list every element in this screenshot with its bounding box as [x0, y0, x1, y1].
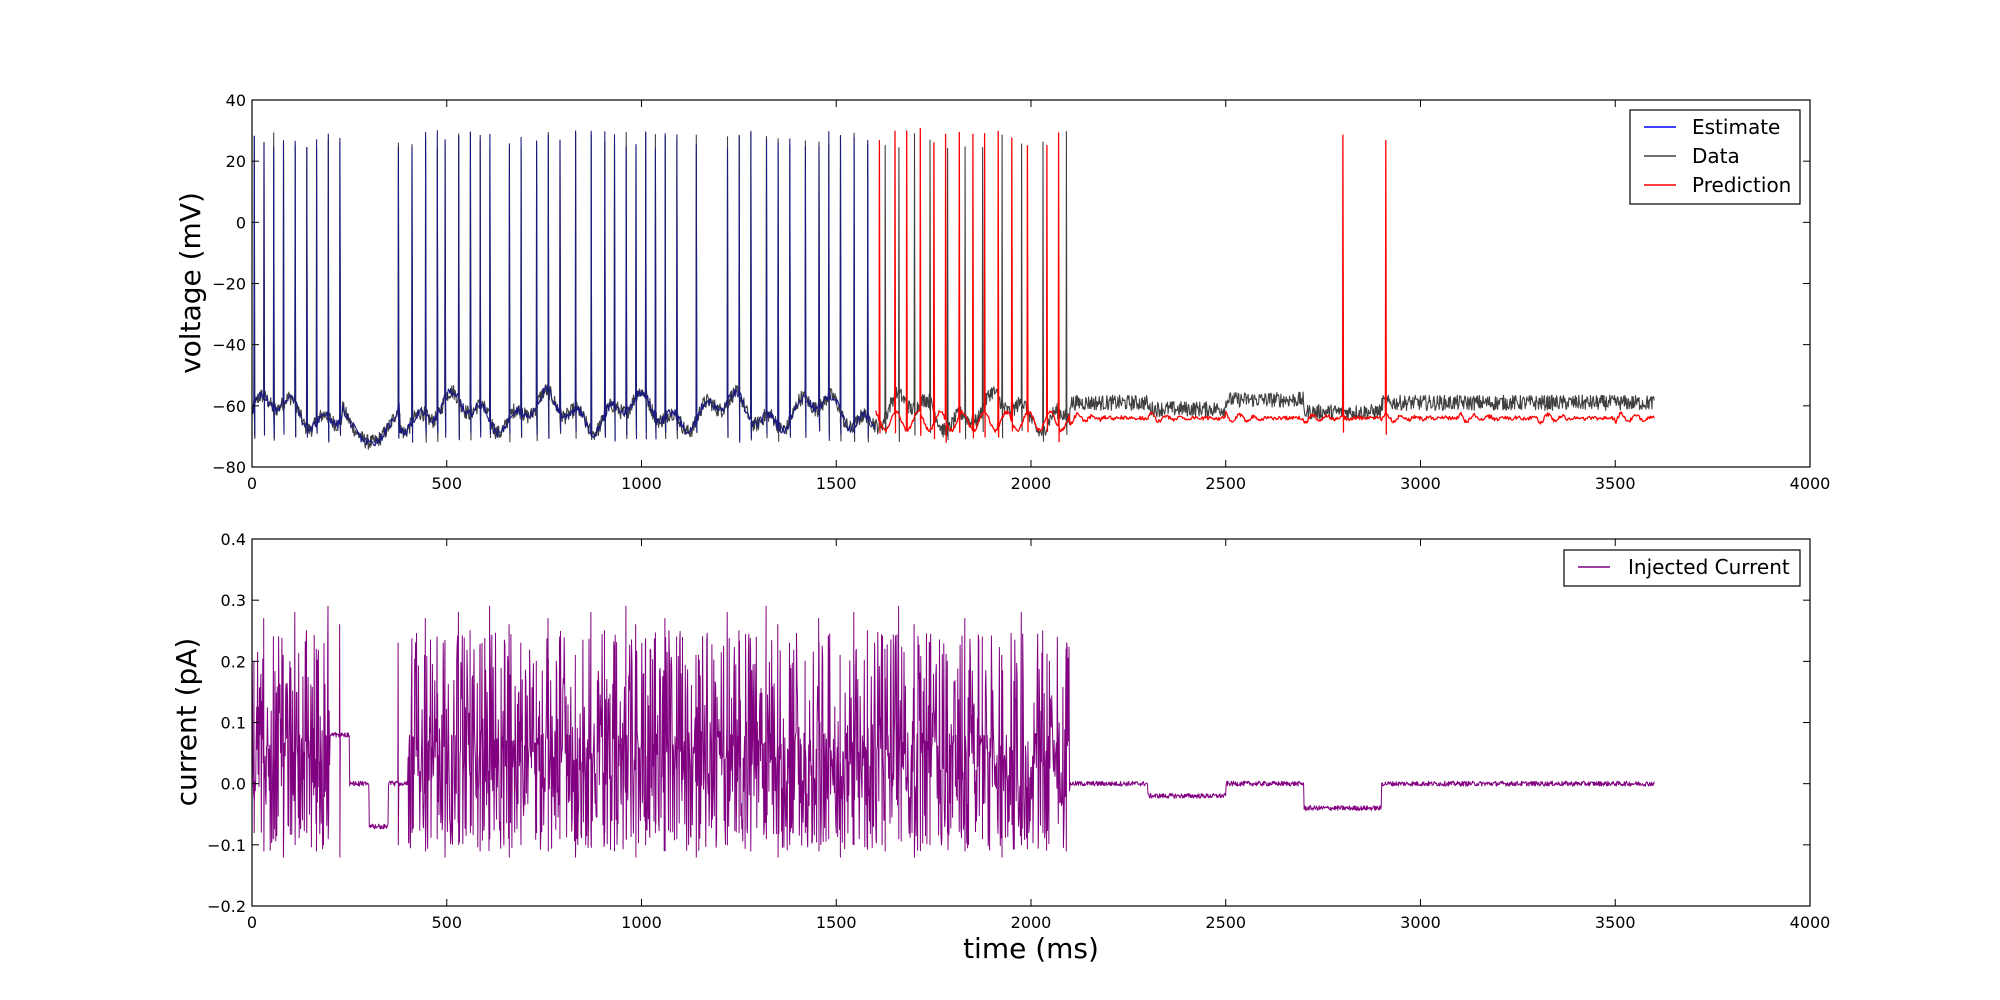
x-tick-label: 2500 [1205, 474, 1246, 493]
y-tick-label: 0.1 [221, 714, 246, 733]
current-legend-box [1563, 549, 1801, 587]
voltage-legend-box [1629, 109, 1801, 205]
legend-injected-current-label: Injected Current [1628, 555, 1790, 579]
voltage-ylabel: voltage (mV) [174, 192, 207, 374]
legend-prediction-label: Prediction [1692, 173, 1791, 197]
y-tick-label: −80 [212, 458, 246, 477]
x-tick-label: 0 [247, 474, 257, 493]
current-series-group [251, 605, 1655, 858]
current-ylabel: current (pA) [170, 638, 203, 807]
x-tick-label: 2000 [1011, 913, 1052, 932]
y-tick-label: 0.3 [221, 591, 246, 610]
y-tick-label: 0 [236, 213, 246, 232]
voltage-legend: Estimate Data Prediction [1629, 109, 1801, 205]
current-ticks: 0 500 1000 1500 2000 2500 3000 3500 4000 −0.2 −0.1… [207, 530, 1830, 932]
y-tick-label: 0.2 [221, 652, 246, 671]
x-tick-label: 4000 [1790, 474, 1831, 493]
legend-data-label: Data [1692, 144, 1740, 168]
x-tick-label: 2500 [1205, 913, 1246, 932]
x-tick-label: 1000 [621, 474, 662, 493]
x-tick-label: 1000 [621, 913, 662, 932]
current-axes: 0 500 1000 1500 2000 2500 3000 3500 4000 −0.2 −0.1… [170, 530, 1830, 965]
x-tick-label: 3500 [1595, 474, 1636, 493]
y-tick-label: −0.2 [207, 897, 246, 916]
legend-estimate-label: Estimate [1692, 115, 1780, 139]
injected-current-line [251, 605, 1655, 858]
x-tick-label: 500 [431, 474, 462, 493]
voltage-axes: 0 500 1000 1500 2000 2500 3000 3500 4000 −80 −60 −4… [174, 91, 1830, 493]
x-tick-label: 0 [247, 913, 257, 932]
y-tick-label: −40 [212, 336, 246, 355]
x-tick-label: 4000 [1790, 913, 1831, 932]
x-tick-label: 3000 [1400, 913, 1441, 932]
x-tick-label: 1500 [816, 474, 857, 493]
estimate-voltage-line [251, 130, 876, 447]
current-legend: Injected Current [1563, 549, 1801, 587]
prediction-voltage-line [875, 127, 1655, 443]
voltage-ticks: 0 500 1000 1500 2000 2500 3000 3500 4000 −80 −60 −4… [212, 91, 1830, 493]
y-tick-label: −20 [212, 275, 246, 294]
x-tick-label: 500 [431, 913, 462, 932]
y-tick-label: 0.4 [221, 530, 246, 549]
y-tick-label: 20 [226, 152, 246, 171]
y-tick-label: 0.0 [221, 775, 246, 794]
x-tick-label: 2000 [1011, 474, 1052, 493]
y-tick-label: −60 [212, 397, 246, 416]
y-tick-label: 40 [226, 91, 246, 110]
x-tick-label: 3000 [1400, 474, 1441, 493]
x-tick-label: 3500 [1595, 913, 1636, 932]
time-xlabel: time (ms) [963, 932, 1099, 965]
voltage-series-group [251, 127, 1655, 450]
y-tick-label: −0.1 [207, 836, 246, 855]
x-tick-label: 1500 [816, 913, 857, 932]
